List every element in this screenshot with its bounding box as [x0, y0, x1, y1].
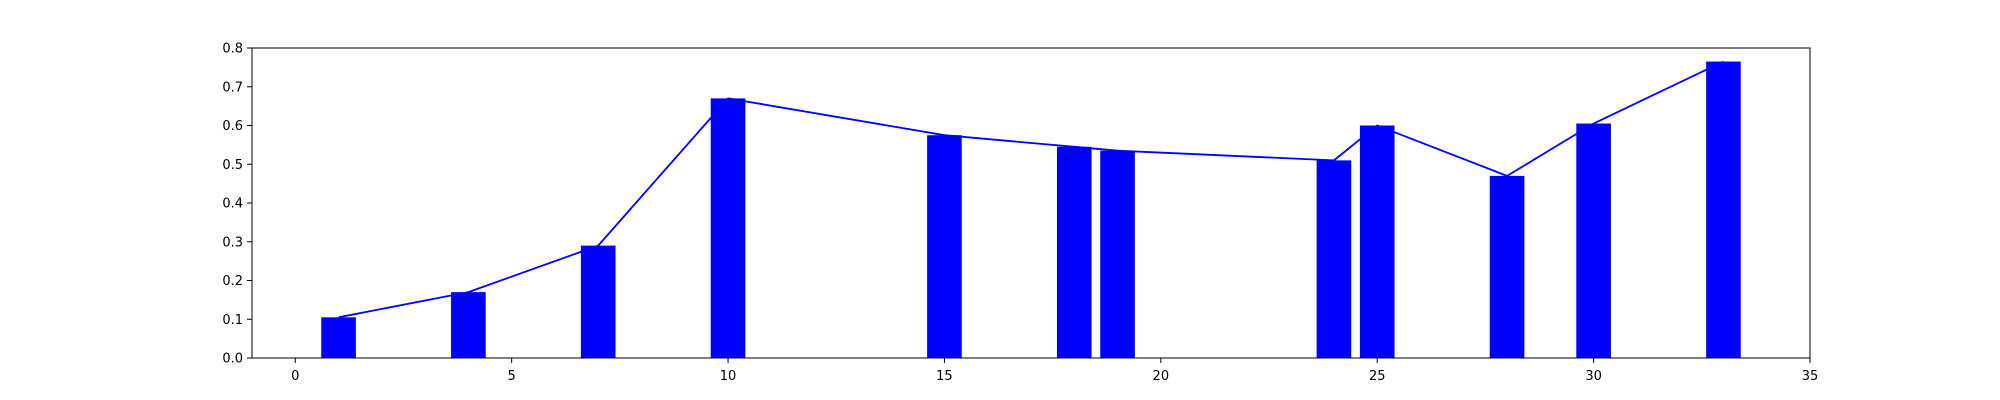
line-group: [338, 60, 1724, 319]
y-ticks-group: 0.0 0.1 0.2 0.3 0.4 0.5 0.6 0.7 0.8: [222, 42, 252, 367]
bar: [1359, 125, 1395, 358]
y-tick-label: 0.5: [222, 158, 243, 173]
y-tick-label: 0.7: [222, 80, 243, 95]
x-tick-label: 15: [936, 369, 953, 384]
x-ticks-group: 0 5 10 15 20 25 30 35: [291, 358, 1818, 384]
bar: [1316, 160, 1352, 359]
bar: [451, 292, 486, 359]
series-line: [338, 60, 1724, 319]
x-tick-label: 30: [1585, 369, 1602, 384]
bar: [1100, 150, 1135, 358]
y-tick-label: 0.4: [222, 197, 243, 212]
y-tick-label: 0.8: [222, 42, 243, 57]
y-tick-label: 0.6: [222, 119, 243, 134]
bar: [1706, 61, 1741, 359]
bars-group: [321, 61, 1741, 359]
y-tick-label: 0.1: [222, 313, 243, 328]
x-tick-label: 0: [291, 369, 299, 384]
bar: [927, 135, 962, 358]
x-tick-label: 5: [508, 369, 516, 384]
y-tick-label: 0.3: [222, 235, 243, 250]
bar: [1056, 146, 1092, 358]
y-tick-label: 0.0: [222, 352, 243, 367]
x-tick-label: 20: [1153, 369, 1170, 384]
bar: [710, 98, 746, 359]
x-tick-label: 35: [1802, 369, 1819, 384]
x-tick-label: 25: [1369, 369, 1386, 384]
bar: [1489, 175, 1525, 358]
bar: [580, 245, 616, 359]
bar: [321, 317, 356, 358]
bar: [1576, 123, 1611, 358]
y-tick-label: 0.2: [222, 274, 243, 289]
x-tick-label: 10: [720, 369, 737, 384]
